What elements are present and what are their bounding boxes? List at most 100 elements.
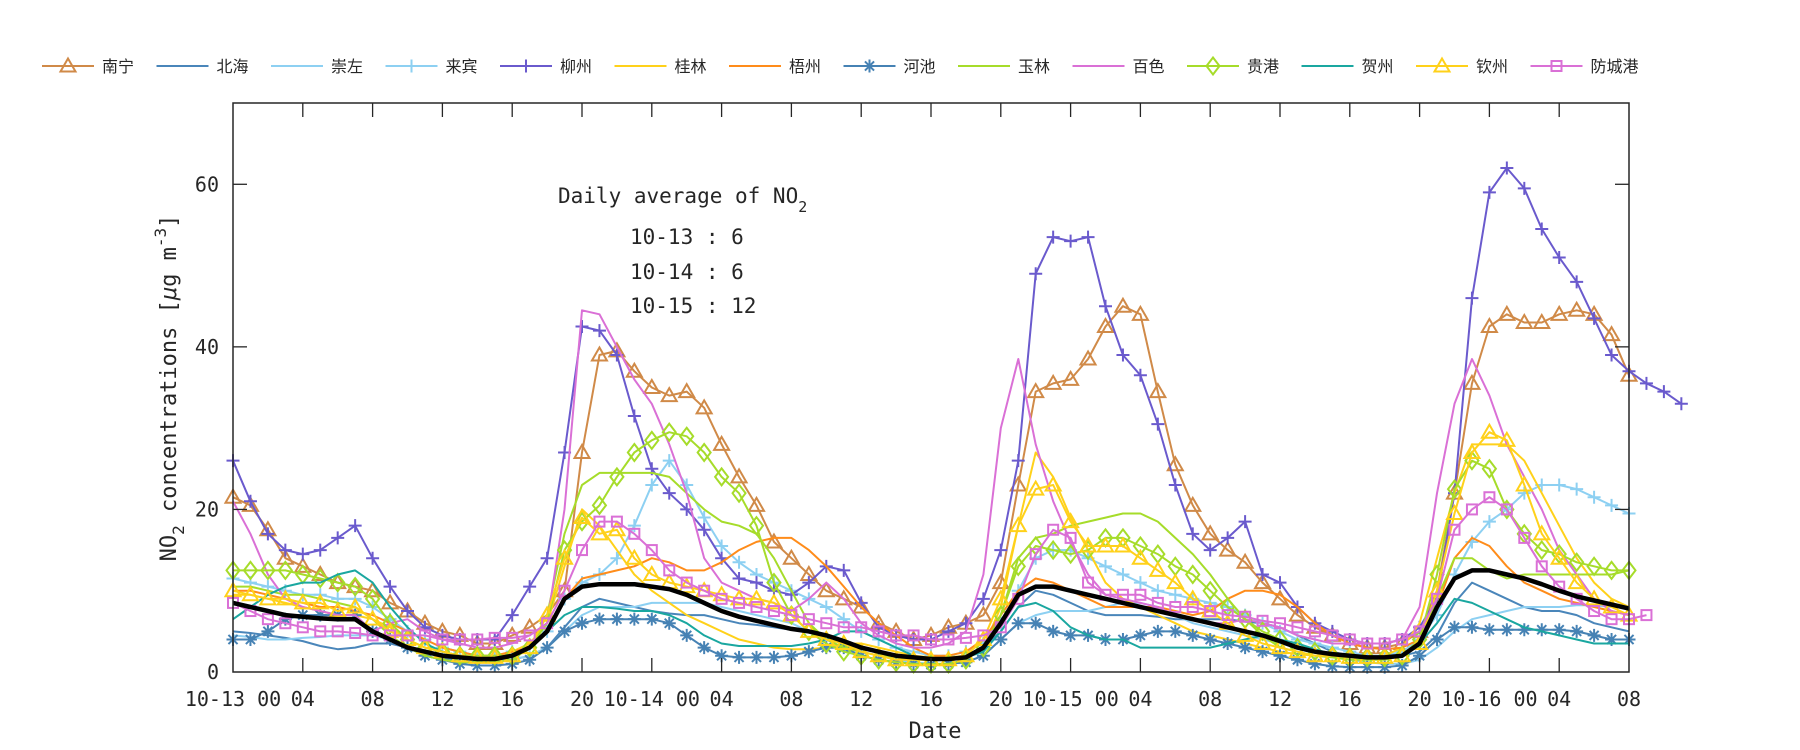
data-point-plus	[645, 478, 659, 492]
data-point-diamond	[661, 422, 678, 443]
data-point-triangle	[1131, 304, 1150, 321]
legend-label: 崇左	[331, 57, 363, 76]
data-point-plus	[994, 543, 1008, 557]
data-point-asterisk	[1482, 623, 1496, 637]
data-point-triangle	[1532, 312, 1551, 329]
data-point-plus	[1168, 588, 1182, 602]
data-point-plus	[750, 576, 763, 590]
data-point-plus	[627, 409, 641, 423]
data-point-asterisk	[1064, 628, 1078, 642]
data-point-triangle	[1061, 369, 1080, 386]
data-point-triangle	[747, 495, 766, 512]
data-point-triangle	[1602, 325, 1621, 342]
data-point-square	[698, 584, 711, 597]
data-point-triangle	[1288, 605, 1307, 622]
data-point-plus	[662, 486, 676, 500]
data-point-diamond	[469, 645, 486, 666]
data-point-asterisk	[645, 612, 659, 626]
data-point-plus	[261, 527, 275, 541]
x-tick-label: 04	[710, 687, 734, 711]
data-point-plus	[1046, 230, 1060, 244]
data-point-diamond	[1603, 560, 1620, 581]
data-point-diamond	[731, 483, 747, 504]
data-point-plus	[976, 592, 990, 606]
data-point-triangle	[1166, 573, 1185, 590]
data-point-triangle	[276, 589, 295, 606]
x-tick-label: 08	[1198, 687, 1222, 711]
plot-background	[233, 103, 1629, 672]
data-point-triangle	[1218, 540, 1237, 557]
data-point-diamond	[1132, 535, 1149, 557]
x-tick-label: 04	[291, 687, 315, 711]
data-point-triangle	[1445, 503, 1464, 520]
data-point-plus	[1238, 515, 1252, 529]
data-point-plus	[523, 580, 537, 594]
data-point-diamond	[609, 466, 625, 488]
daily-average-annotation: Daily average of NO2 10-13 : 6 10-14 : 6…	[558, 184, 807, 318]
legend-label: 贺州	[1362, 57, 1394, 76]
data-point-triangle	[764, 593, 784, 610]
data-point-triangle	[1497, 430, 1517, 447]
data-point-plus	[401, 604, 414, 618]
x-tick-label: 20	[1408, 687, 1432, 711]
data-point-plus	[1674, 397, 1688, 411]
y-tick-label: 60	[195, 172, 219, 196]
data-point-square	[767, 605, 780, 618]
data-point-plus	[802, 576, 816, 590]
data-point-square	[418, 629, 431, 642]
data-point-triangle	[1515, 312, 1534, 329]
data-point-diamond	[678, 426, 695, 447]
data-point-plus	[715, 539, 729, 553]
data-point-triangle	[625, 361, 644, 378]
data-point-square	[1326, 629, 1339, 642]
data-point-triangle	[572, 508, 592, 525]
data-point-plus	[1587, 311, 1601, 325]
legend-item: 贵港	[1187, 55, 1279, 77]
legend-marker-plus	[405, 59, 418, 73]
data-point-square	[576, 544, 588, 557]
data-point-plus	[1116, 348, 1130, 362]
data-point-square	[663, 564, 676, 577]
data-point-plus	[1535, 222, 1549, 236]
data-point-triangle	[363, 609, 382, 626]
legend-marker-triangle	[1432, 56, 1452, 73]
data-point-plus	[837, 563, 851, 577]
data-point-square	[802, 613, 815, 626]
x-tick-label: 20	[570, 687, 594, 711]
data-point-triangle	[1549, 548, 1569, 565]
data-point-triangle	[974, 605, 993, 622]
data-point-diamond	[591, 495, 608, 516]
data-point-square	[977, 629, 990, 642]
annotation-line: 10-13 : 6	[630, 225, 744, 249]
data-point-square	[558, 584, 571, 597]
data-point-square	[890, 629, 903, 642]
data-point-asterisk	[1605, 632, 1619, 646]
data-point-plus	[697, 511, 711, 525]
data-point-plus	[1482, 515, 1496, 529]
data-point-square	[1204, 605, 1217, 618]
data-point-triangle	[817, 581, 836, 598]
data-point-plus	[1221, 531, 1235, 545]
data-point-asterisk	[523, 653, 537, 667]
data-point-triangle	[1549, 304, 1569, 321]
data-point-triangle	[328, 601, 347, 618]
data-point-diamond	[364, 588, 381, 609]
data-point-diamond	[347, 576, 363, 597]
annotation-title: Daily average of NO2	[558, 184, 807, 216]
data-point-triangle	[729, 467, 749, 484]
y-axis-title-sup: -3	[151, 228, 170, 247]
data-point-square	[1448, 523, 1461, 536]
legend-marker-asterisk	[863, 59, 876, 73]
data-point-diamond	[1184, 564, 1201, 585]
x-tick-label: 16	[919, 687, 943, 711]
data-point-triangle	[1480, 422, 1499, 439]
data-point-asterisk	[994, 632, 1008, 646]
y-axis-title: NO2 concentrations [μg m-3]	[151, 215, 188, 562]
annotation-title-main: Daily average of NO	[558, 184, 798, 208]
data-point-asterisk	[1151, 624, 1165, 638]
data-point-square	[820, 617, 833, 630]
data-point-plus	[610, 551, 624, 565]
data-point-plus	[1011, 454, 1025, 468]
data-point-square	[855, 621, 868, 634]
data-point-plus	[505, 608, 519, 622]
